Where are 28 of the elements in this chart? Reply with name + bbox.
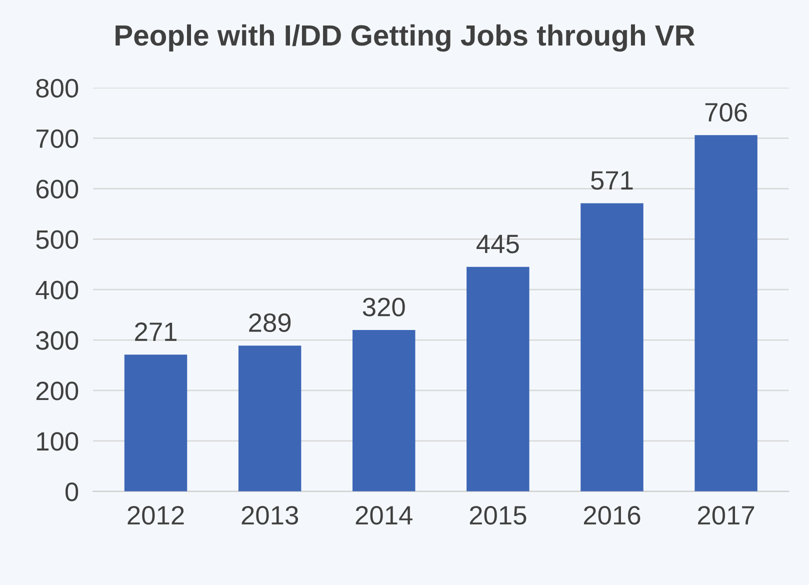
y-tick-label: 500 xyxy=(36,230,78,249)
x-tick-label: 2015 xyxy=(470,506,526,525)
data-label: 271 xyxy=(135,322,176,341)
bar xyxy=(580,203,644,492)
chart-title: People with I/DD Getting Jobs through VR xyxy=(116,24,695,52)
y-tick-label: 0 xyxy=(66,482,78,502)
bar xyxy=(238,346,302,492)
y-tick-label: 700 xyxy=(36,129,78,148)
x-tick-label: 2012 xyxy=(128,506,184,525)
x-tick-label: 2013 xyxy=(242,506,298,525)
x-tick-label: 2014 xyxy=(356,506,412,525)
bar xyxy=(466,266,530,492)
y-tick-label: 200 xyxy=(36,382,78,400)
y-tick-label: 600 xyxy=(36,180,78,198)
data-label: 320 xyxy=(362,298,405,316)
data-label: 706 xyxy=(705,102,747,122)
data-label: 289 xyxy=(249,313,291,332)
y-tick-label: 400 xyxy=(36,280,78,300)
y-tick-label: 100 xyxy=(37,432,78,451)
x-tick-label: 2017 xyxy=(698,506,754,525)
bar xyxy=(694,135,758,492)
y-tick-label: 800 xyxy=(36,78,78,98)
data-label: 571 xyxy=(591,171,633,190)
x-tick-label: 2016 xyxy=(584,506,640,525)
bar xyxy=(124,354,188,492)
bar xyxy=(352,330,416,492)
y-tick-label: 300 xyxy=(36,331,78,350)
data-label: 445 xyxy=(476,234,519,254)
